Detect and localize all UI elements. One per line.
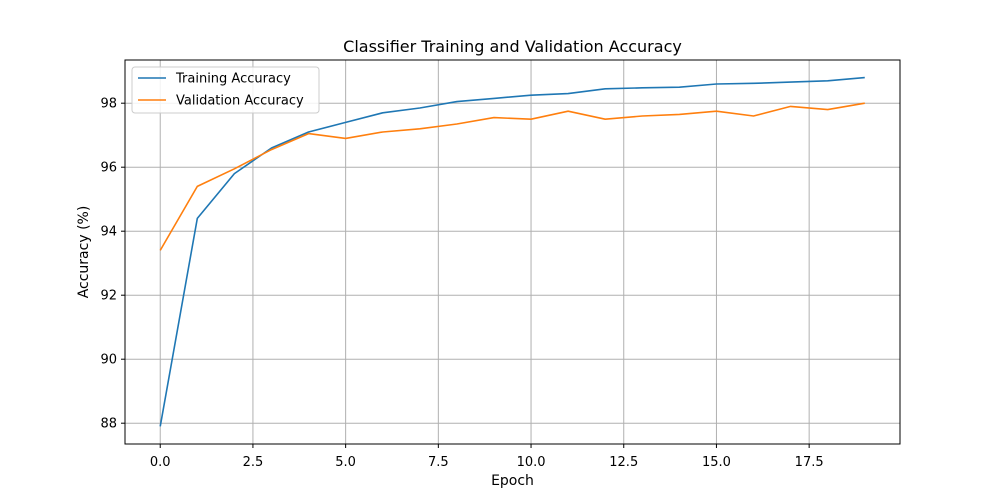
x-tick-label: 5.0	[335, 455, 356, 470]
chart-title: Classifier Training and Validation Accur…	[343, 37, 682, 56]
series-layer	[159, 76, 865, 427]
grid-layer	[125, 60, 900, 444]
x-tick-label: 10.0	[517, 455, 546, 470]
legend-label-validation-accuracy: Validation Accuracy	[176, 94, 304, 109]
x-tick-label: 12.5	[609, 455, 638, 470]
validation-accuracy-line	[159, 102, 865, 251]
y-tick-label: 96	[100, 161, 117, 176]
y-axis-label: Accuracy (%)	[76, 206, 92, 299]
x-axis-label: Epoch	[491, 473, 534, 489]
legend-label-training-accuracy: Training Accuracy	[175, 72, 291, 87]
y-tick-label: 92	[100, 289, 117, 304]
y-tick-label: 98	[100, 97, 117, 112]
legend-box	[131, 66, 320, 114]
legend: Training Accuracy Validation Accuracy	[131, 66, 320, 114]
y-tick-label: 94	[100, 225, 117, 240]
plot-frame	[124, 59, 901, 445]
x-tick-label: 2.5	[243, 455, 264, 470]
tick-layer: 0.0 2.5 5.0 7.5 10.0 12.5 15.0 17.5 88 90 92 94 96 98	[100, 97, 823, 470]
x-tick-label: 17.5	[795, 455, 824, 470]
y-tick-label: 90	[100, 353, 117, 368]
y-tick-label: 88	[100, 417, 117, 432]
x-tick-label: 0.0	[150, 455, 171, 470]
x-tick-label: 15.0	[702, 455, 731, 470]
x-tick-label: 7.5	[428, 455, 449, 470]
training-accuracy-line	[159, 76, 865, 427]
